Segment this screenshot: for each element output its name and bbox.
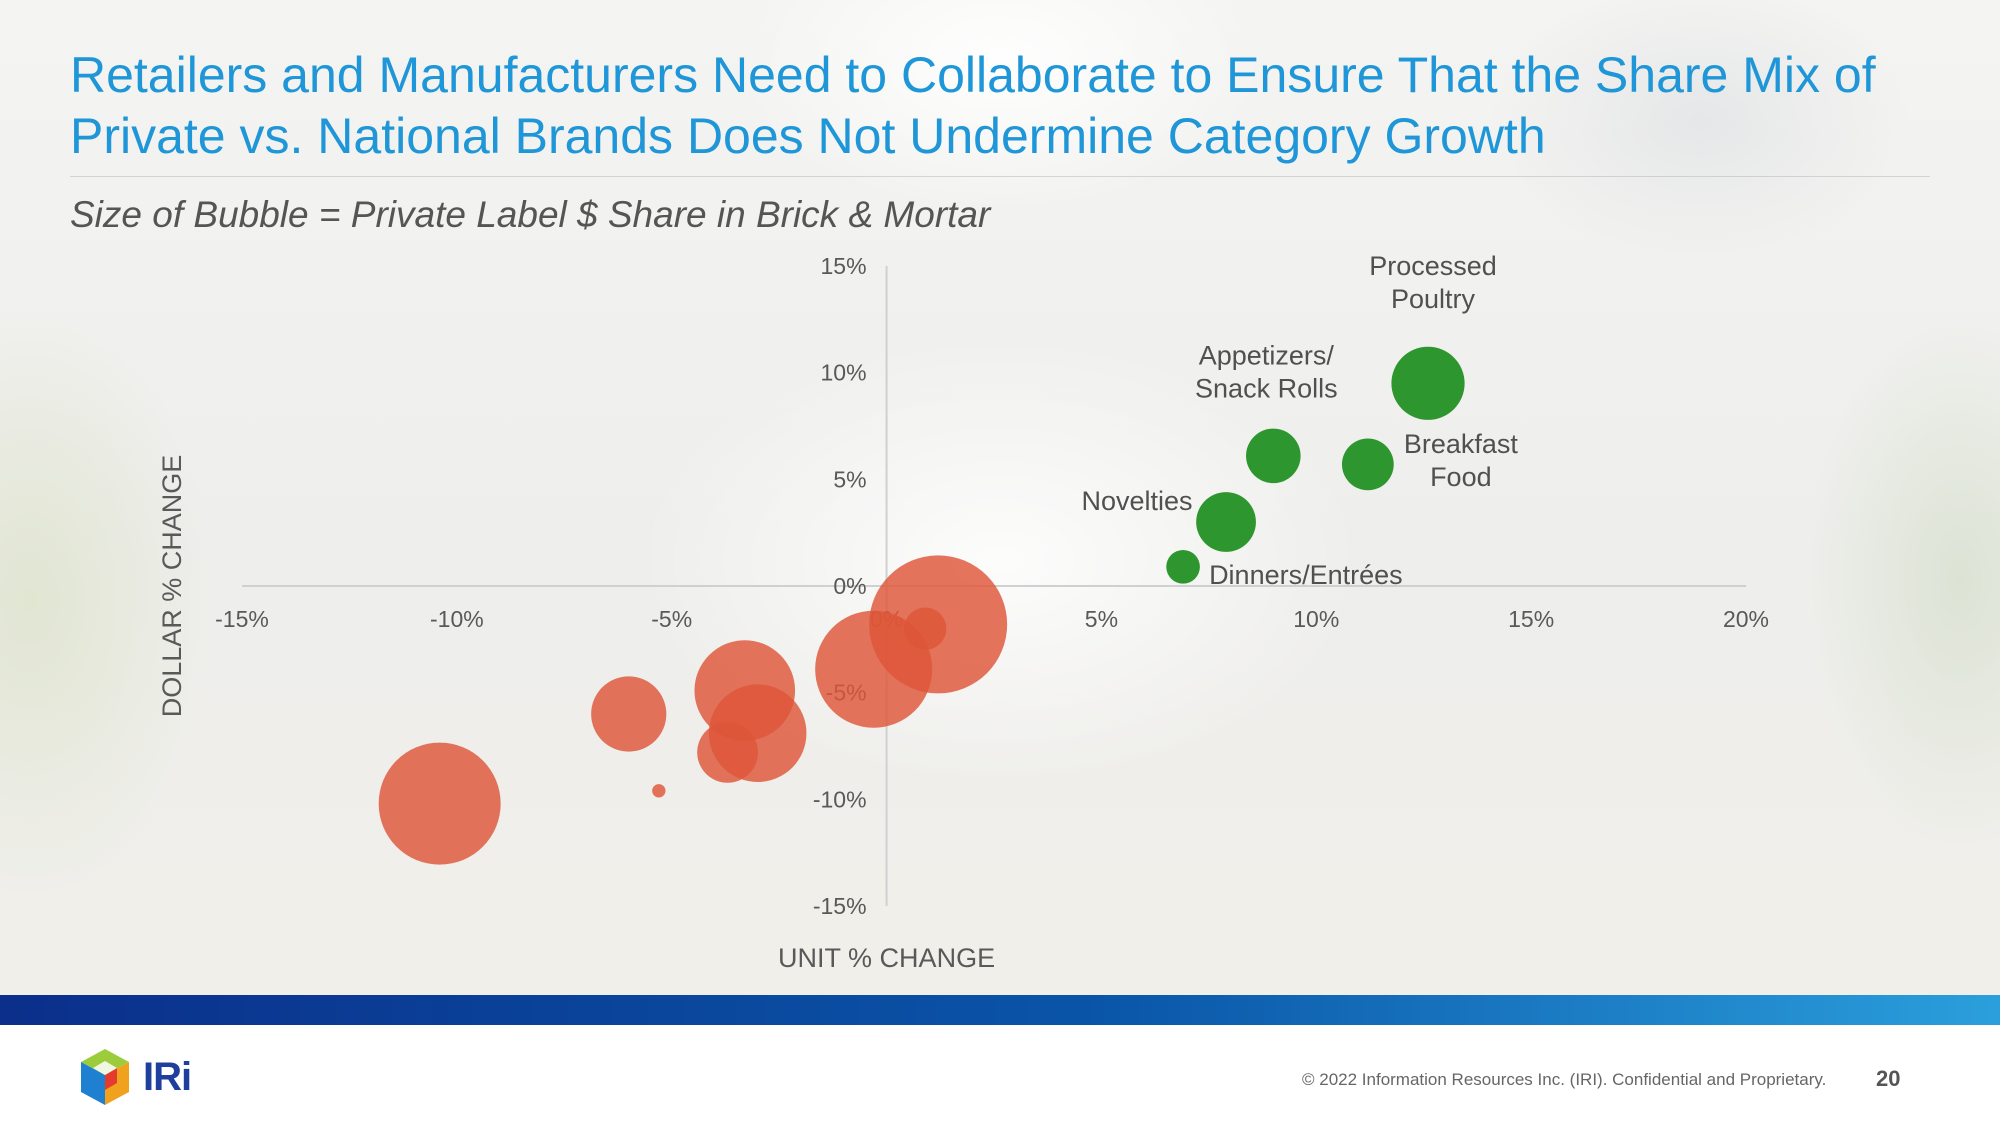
x-tick-label: 5% (1085, 606, 1118, 632)
growth-bubble (1341, 438, 1394, 491)
x-tick-label: 15% (1508, 606, 1554, 632)
y-tick-label: -10% (813, 786, 867, 812)
decline-bubble (652, 784, 666, 798)
growth-bubble (1166, 549, 1200, 584)
bubble-chart: -15%-10%-5%0%5%10%15%20%15%10%5%0%-5%-10… (157, 251, 1769, 973)
bubble-label: Appetizers/Snack Rolls (1195, 340, 1338, 403)
decline-bubble (378, 742, 501, 865)
slide-title: Retailers and Manufacturers Need to Coll… (70, 47, 1876, 164)
decline-bubble (591, 676, 667, 752)
copyright-notice: © 2022 Information Resources Inc. (IRI).… (1302, 1070, 1827, 1089)
iri-cube-logo-icon (81, 1049, 129, 1105)
slide-subtitle: Size of Bubble = Private Label $ Share i… (70, 194, 991, 235)
x-tick-label: 20% (1723, 606, 1769, 632)
growth-bubble (1391, 346, 1465, 420)
x-tick-label: 10% (1293, 606, 1339, 632)
growth-bubble (1246, 428, 1301, 484)
bubble-label: Processed Poultry (1369, 251, 1497, 314)
footer (0, 1025, 2000, 1125)
y-axis-title: DOLLAR % CHANGE (157, 455, 187, 718)
y-tick-label: 0% (833, 573, 866, 599)
footer-gradient-band (0, 995, 2000, 1025)
bubble-label: Dinners/Entrées (1209, 560, 1403, 590)
bubbles (378, 346, 1465, 865)
y-tick-label: 10% (821, 360, 867, 386)
decline-bubble (815, 610, 933, 728)
y-tick-label: 15% (821, 253, 867, 279)
bubble-label: Breakfast Food (1404, 429, 1519, 492)
bubble-label: Novelties (1082, 486, 1193, 516)
x-tick-label: -5% (651, 606, 692, 632)
y-tick-label: 5% (833, 466, 866, 492)
x-tick-label: -15% (215, 606, 269, 632)
x-axis-title: UNIT % CHANGE (778, 943, 995, 973)
bubble-labels: Processed Poultry Appetizers/Snack Rolls Br… (1082, 251, 1519, 590)
page-number: 20 (1876, 1066, 1901, 1091)
axis-titles: UNIT % CHANGE DOLLAR % CHANGE (157, 455, 995, 973)
blurred-store-background (0, 0, 2000, 995)
growth-bubble (1196, 492, 1256, 552)
y-tick-label: -15% (813, 893, 867, 919)
decline-bubble (697, 722, 758, 783)
x-tick-label: -10% (430, 606, 484, 632)
brand-wordmark: IRi (143, 1055, 192, 1099)
title-divider (70, 176, 1930, 177)
